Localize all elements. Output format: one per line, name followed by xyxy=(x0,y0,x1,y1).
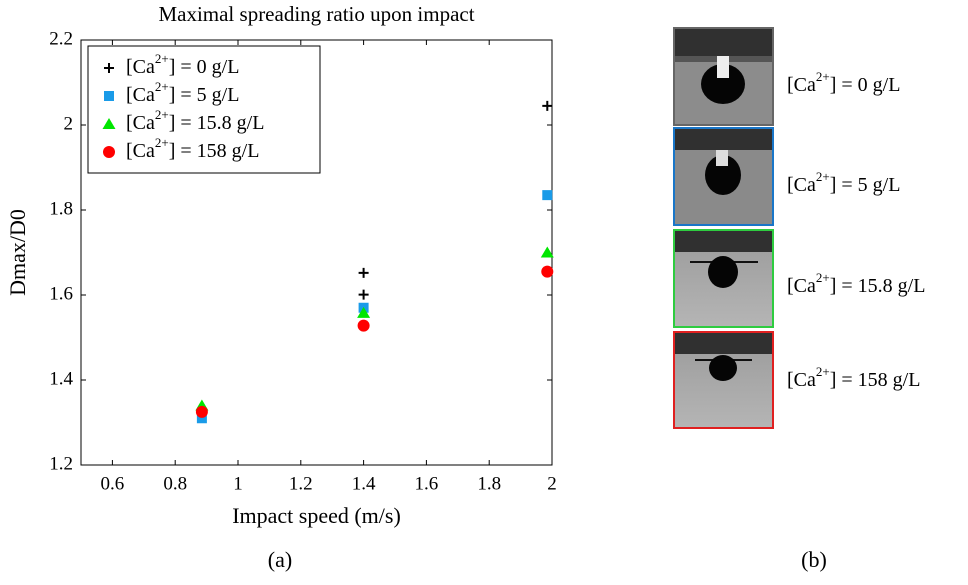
legend-label: [Ca2+] = 15.8 g/L xyxy=(126,107,264,133)
y-tick-label: 1.4 xyxy=(49,368,73,389)
data-point xyxy=(541,265,554,278)
y-tick-label: 1.6 xyxy=(49,283,73,304)
data-point xyxy=(195,405,208,418)
y-tick-label: 1.8 xyxy=(49,198,73,219)
drop-images xyxy=(673,27,774,429)
plot-area xyxy=(80,39,553,466)
x-tick-label: 0.6 xyxy=(101,473,125,494)
drop-image xyxy=(674,332,773,428)
legend-marker xyxy=(103,146,115,158)
legend-label: [Ca2+] = 158 g/L xyxy=(126,135,259,161)
legend-box xyxy=(87,45,321,174)
drop-image xyxy=(674,230,773,327)
x-tick-label: 0.8 xyxy=(163,473,187,494)
image-label: [Ca2+] = 0 g/L xyxy=(787,69,900,95)
data-point xyxy=(542,100,553,111)
x-tick-label: 2 xyxy=(547,473,557,494)
legend-marker xyxy=(104,91,114,101)
drop-image xyxy=(674,128,773,225)
y-axis-label: Dmax/D0 xyxy=(5,209,30,296)
caption: (a) xyxy=(268,547,292,572)
x-tick-label: 1 xyxy=(233,473,243,494)
image-label: [Ca2+] = 158 g/L xyxy=(787,364,920,390)
y-tick-label: 1.2 xyxy=(49,453,73,474)
x-tick-label: 1.6 xyxy=(415,473,439,494)
y-tick-label: 2.2 xyxy=(49,28,73,49)
data-point xyxy=(357,319,370,332)
data-point xyxy=(357,306,371,318)
x-tick-label: 1.2 xyxy=(289,473,313,494)
legend-marker xyxy=(104,63,114,73)
legend-label: [Ca2+] = 5 g/L xyxy=(126,79,239,105)
legend-marker xyxy=(102,118,116,129)
legend: [Ca2+] = 0 g/L[Ca2+] = 5 g/L[Ca2+] = 15.… xyxy=(87,45,321,174)
data-point xyxy=(358,289,369,300)
legend-label: [Ca2+] = 0 g/L xyxy=(126,51,239,77)
data-point xyxy=(542,190,553,201)
x-tick-label: 1.4 xyxy=(352,473,376,494)
data-point xyxy=(358,267,369,278)
y-tick-label: 2 xyxy=(64,113,74,134)
x-axis-label: Impact speed (m/s) xyxy=(232,503,401,528)
drop-image xyxy=(674,28,773,125)
x-tick-label: 1.8 xyxy=(477,473,501,494)
chart-title: Maximal spreading ratio upon impact xyxy=(158,2,474,26)
image-label: [Ca2+] = 5 g/L xyxy=(787,169,900,195)
caption: (b) xyxy=(801,547,827,572)
data-point xyxy=(196,413,207,424)
data-point xyxy=(540,246,554,258)
image-label: [Ca2+] = 15.8 g/L xyxy=(787,270,925,296)
